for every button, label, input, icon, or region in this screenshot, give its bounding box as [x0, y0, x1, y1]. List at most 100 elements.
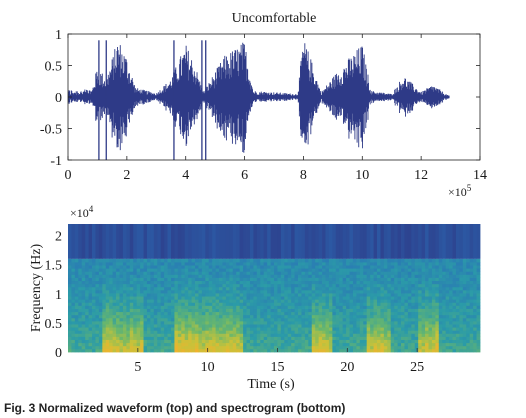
- spectrogram-cell: [284, 348, 289, 353]
- spectrogram-cell: [74, 327, 79, 331]
- spectrogram-cell: [274, 277, 278, 282]
- spectrogram-cell: [318, 336, 323, 340]
- spectrogram-cell: [219, 302, 223, 306]
- spectrogram-cell: [421, 336, 426, 340]
- spectrogram-cell: [195, 271, 199, 275]
- spectrogram-cell: [140, 336, 144, 340]
- spectrogram-cell: [476, 271, 481, 275]
- spectrogram-cell: [249, 277, 254, 282]
- spectrogram-cell: [270, 330, 275, 334]
- spectrogram-cell: [325, 317, 330, 322]
- spectrogram-cell: [318, 296, 323, 300]
- spectrogram-cell: [195, 308, 199, 313]
- spectrogram-cell: [445, 308, 450, 313]
- spectrogram-cell: [256, 320, 261, 325]
- spectrogram-cell: [407, 265, 412, 269]
- spectrogram-cell: [449, 345, 453, 350]
- spectrogram-cell: [215, 289, 220, 294]
- spectrogram-cell: [346, 296, 350, 300]
- spectrogram-cell: [335, 339, 340, 344]
- spectrogram-cell: [397, 305, 402, 309]
- spectrogram-cell: [322, 283, 326, 288]
- spectrogram-cell: [325, 342, 330, 347]
- spectrogram-cell: [304, 277, 309, 282]
- spectrogram-cell: [116, 336, 120, 340]
- spectrogram-cell: [356, 258, 361, 263]
- spectrogram-cell: [390, 262, 395, 266]
- spectrogram-cell: [332, 286, 337, 291]
- spectrogram-cell: [215, 262, 220, 266]
- spectrogram-cell: [298, 327, 302, 331]
- spectrogram-cell: [136, 314, 141, 319]
- spectrogram-cell: [129, 224, 134, 259]
- spectrogram-cell: [174, 305, 179, 309]
- spectrogram-cell: [322, 224, 326, 259]
- spectrogram-cell: [421, 283, 426, 288]
- spectrogram-cell: [229, 265, 234, 269]
- spectrogram-cell: [438, 311, 443, 316]
- spectrogram-cell: [74, 339, 79, 344]
- spectrogram-cell: [146, 339, 151, 344]
- spectrogram-cell: [387, 342, 392, 347]
- spectrogram-cell: [188, 274, 192, 278]
- spectrogram-cell: [88, 265, 93, 269]
- spectrogram-cell: [377, 293, 381, 297]
- spectrogram-cell: [109, 348, 114, 353]
- spectrogram-cell: [160, 327, 165, 331]
- spectrogram-cell: [270, 262, 275, 266]
- spectrogram-cell: [346, 317, 350, 322]
- spectrogram-cell: [301, 271, 306, 275]
- spectrogram-cell: [239, 348, 244, 353]
- spectrogram-cell: [425, 324, 429, 328]
- spectrogram-cell: [102, 268, 107, 272]
- spectrogram-cell: [222, 345, 227, 350]
- spectrogram-cell: [390, 299, 395, 303]
- spectrogram-cell: [452, 289, 457, 294]
- spectrogram-cell: [140, 296, 144, 300]
- spectrogram-cell: [157, 289, 162, 294]
- spectrogram-cell: [397, 265, 402, 269]
- spectrogram-cell: [92, 330, 96, 334]
- spectrogram-cell: [215, 330, 220, 334]
- spectrogram-cell: [249, 327, 254, 331]
- spectrogram-cell: [294, 339, 299, 344]
- spectrogram-cell: [256, 280, 261, 285]
- spectrogram-cell: [191, 289, 196, 294]
- spectrogram-cell: [222, 305, 227, 309]
- spectrogram-cell: [229, 333, 234, 337]
- spectrogram-cell: [284, 342, 289, 347]
- spectrogram-cell: [435, 289, 440, 294]
- spectrogram-cell: [425, 268, 429, 272]
- spectrogram-cell: [177, 345, 182, 350]
- spectrogram-cell: [98, 271, 103, 275]
- spectrogram-cell: [181, 271, 186, 275]
- spectrogram-cell: [201, 314, 206, 319]
- spectrogram-cell: [311, 348, 316, 353]
- spectrogram-cell: [442, 299, 447, 303]
- spectrogram-cell: [153, 289, 158, 294]
- spectrogram-cell: [284, 283, 289, 288]
- spectrogram-cell: [167, 302, 172, 306]
- spectrogram-cell: [363, 268, 368, 272]
- spectrogram-cell: [431, 293, 436, 297]
- spectrogram-cell: [208, 262, 213, 266]
- spectrogram-cell: [85, 345, 89, 350]
- spectrogram-cell: [459, 293, 464, 297]
- spectrogram-cell: [126, 327, 131, 331]
- spectrogram-cell: [236, 342, 241, 347]
- spectrogram-cell: [349, 277, 354, 282]
- spectrogram-cell: [397, 268, 402, 272]
- spectrogram-cell: [263, 280, 268, 285]
- spectrogram-cell: [263, 333, 268, 337]
- spectrogram-cell: [449, 283, 453, 288]
- spectrogram-cell: [85, 268, 89, 272]
- spectrogram-cell: [215, 271, 220, 275]
- spectrogram-cell: [407, 277, 412, 282]
- spectrogram-cell: [153, 265, 158, 269]
- spectrogram-cell: [414, 339, 419, 344]
- spectrogram-cell: [438, 224, 443, 259]
- spectrogram-cell: [366, 293, 371, 297]
- spectrogram-x-tick-label: 15: [270, 360, 284, 375]
- spectrogram-cell: [352, 268, 357, 272]
- spectrogram-cell: [126, 339, 131, 344]
